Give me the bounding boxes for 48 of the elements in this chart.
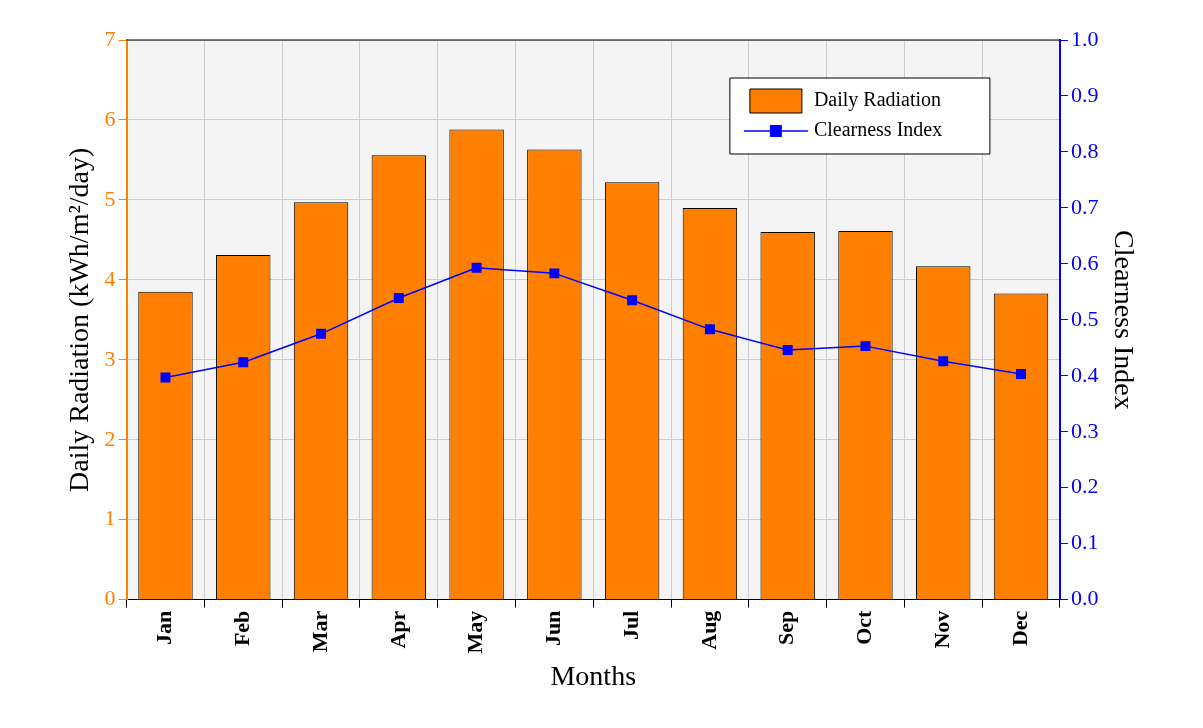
- y-tick-label: 5: [104, 185, 116, 211]
- x-tick-label: Jun: [540, 610, 566, 647]
- y-tick-label: 0: [104, 585, 116, 611]
- legend-label: Daily Radiation: [813, 88, 942, 112]
- point: [860, 341, 871, 352]
- y2-tick-label: 1.0: [1070, 25, 1099, 51]
- y-tick-label: 7: [104, 25, 116, 51]
- y-tick-label: 2: [104, 425, 116, 451]
- x-tick-label: Oct: [851, 609, 877, 645]
- y2-tick-label: 0.7: [1070, 193, 1099, 219]
- point: [238, 357, 249, 368]
- point: [938, 356, 949, 367]
- point: [393, 293, 404, 303]
- y-tick-label: 6: [104, 105, 116, 131]
- y2-tick-label: 0.3: [1070, 417, 1099, 443]
- point: [704, 324, 715, 335]
- x-tick-label: Dec: [1006, 610, 1032, 647]
- point: [627, 295, 638, 306]
- y-tick-label: 1: [104, 505, 116, 531]
- y2-tick-label: 0.0: [1070, 585, 1099, 611]
- y-tick-label: 4: [104, 265, 116, 291]
- point: [1016, 369, 1027, 380]
- y2-tick-label: 0.5: [1070, 305, 1099, 331]
- point: [160, 372, 171, 383]
- y2-tick-label: 0.2: [1070, 473, 1099, 499]
- point: [549, 268, 560, 279]
- x-tick-label: Aug: [695, 610, 721, 650]
- x-tick-label: Jul: [617, 610, 643, 640]
- legend-label: Clearness Index: [813, 118, 943, 141]
- y2-tick-label: 0.6: [1070, 249, 1099, 275]
- x-tick-label: Apr: [384, 610, 410, 649]
- point: [782, 345, 793, 356]
- x-tick-label: Sep: [773, 610, 799, 645]
- x-tick-label: Feb: [228, 610, 254, 647]
- y2-axis-title: Clearness Index: [1108, 230, 1140, 410]
- point: [471, 262, 482, 273]
- y-tick-label: 3: [104, 345, 116, 371]
- y2-tick-label: 0.9: [1070, 81, 1099, 107]
- y2-tick-label: 0.8: [1070, 137, 1099, 163]
- y-axis-title: Daily Radiation (kWh/m²/day): [63, 147, 95, 492]
- x-axis-title: Months: [550, 659, 637, 691]
- y2-tick-label: 0.4: [1070, 361, 1099, 387]
- x-tick-label: Mar: [306, 610, 332, 653]
- x-tick-label: Jan: [151, 610, 177, 645]
- y2-tick-label: 0.1: [1070, 529, 1099, 555]
- point: [316, 328, 327, 339]
- x-tick-label: Nov: [928, 610, 954, 649]
- x-tick-label: May: [462, 610, 488, 654]
